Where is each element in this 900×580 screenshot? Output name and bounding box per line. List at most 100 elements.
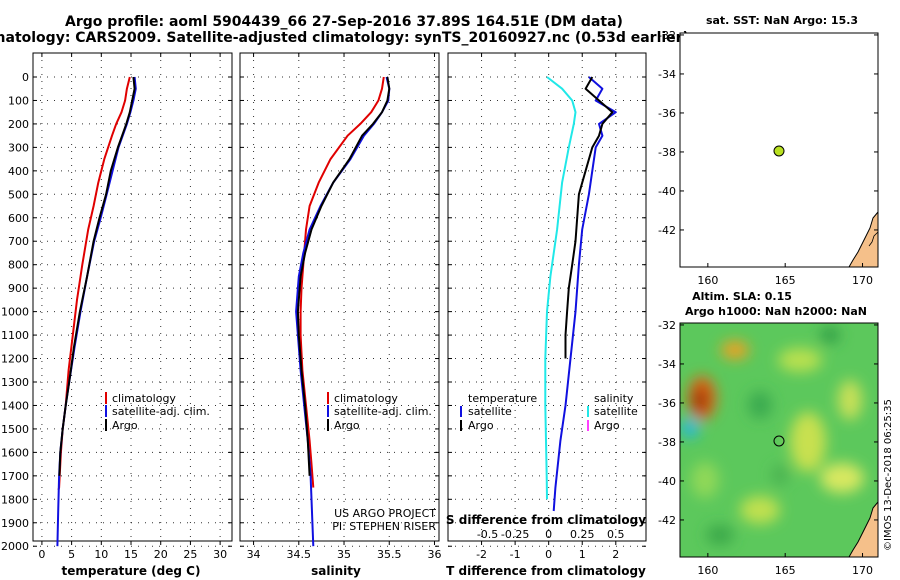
difference-legend: temperature satellite Argo salinity sate… [460,392,638,432]
depth-tick-label: 600 [8,212,29,225]
salinity-plot-frame [239,52,440,542]
depth-tick-label: 300 [8,141,29,154]
legend-t-argo-label: Argo [468,419,494,432]
salinity-difference-tick-label: -0.25 [501,528,529,541]
difference-panel: -2 -0.5 -1 -0.25 0 0 1 0.25 2 0.5 T difference fr… [446,52,647,578]
altimetry-map-title-2: Argo h1000: NaN h2000: NaN [685,305,867,318]
salinity-difference-tick-label: -0.5 [477,528,498,541]
x-tick-label: 36 [427,548,441,561]
x-tick-label: 0 [545,548,552,561]
legend-argo-label: Argo [112,419,138,432]
legend-satellite-label: satellite-adj. clim. [112,405,210,418]
lat-tick-label: -32 [658,29,676,42]
x-tick-label: 35 [337,548,351,561]
sst-map-title: sat. SST: NaN Argo: 15.3 [706,14,858,27]
temperature-panel: 0100200300400500600700800900100011001200… [1,52,233,578]
depth-tick-label: 700 [8,235,29,248]
lat-tick-label: -40 [658,185,676,198]
salinity-legend: climatology satellite-adj. clim. Argo [327,392,432,432]
lon-tick-label: 160 [697,564,718,577]
depth-tick-label: 1200 [1,353,29,366]
series-argo [58,76,136,476]
sst-map: sat. SST: NaN Argo: 15.3 -32 -34 -36 -38 -40… [658,14,879,287]
lat-tick-label: -38 [658,146,676,159]
depth-tick-label: 900 [8,282,29,295]
depth-tick-label: 400 [8,165,29,178]
salinity-panel: 34 34.5 35 35.5 36 salinity climatology sate… [239,52,441,578]
temperature-axis-label: temperature (deg C) [62,564,201,578]
legend-t-satellite-label: satellite [468,405,512,418]
legend-salinity-heading: salinity [594,392,634,405]
depth-tick-label: 1500 [1,423,29,436]
altimetry-map-title-1: Altim. SLA: 0.15 [692,290,792,303]
altimetry-map-frame [679,322,879,558]
float-position-marker [773,145,785,157]
float-position-marker-2 [773,435,785,447]
salinity-difference-tick-label: 0.5 [607,528,625,541]
lon-tick-label: 165 [775,564,796,577]
x-tick-label: 2 [612,548,619,561]
lon-tick-label: 160 [697,274,718,287]
lat-tick-label: -34 [658,358,676,371]
altimetry-map-land [848,501,878,557]
x-tick-label: 20 [154,548,168,561]
legend-temperature-heading: temperature [468,392,537,405]
altimetry-map-field [680,323,878,557]
x-tick-label: 1 [579,548,586,561]
sst-map-land [848,210,879,268]
imos-timestamp: ©IMOS 13-Dec-2018 06:25:35 [883,399,894,551]
legend-s-argo-label: Argo [594,419,620,432]
x-tick-label: 34 [247,548,261,561]
legend-climatology-label: climatology [334,392,398,405]
depth-tick-label: 100 [8,94,29,107]
figure-title-line1: Argo profile: aoml 5904439_66 27-Sep-201… [65,14,623,30]
sst-map-coastline-detail [868,231,879,247]
depth-tick-label: 1100 [1,329,29,342]
lat-tick-label: -42 [658,514,676,527]
x-tick-label: 5 [68,548,75,561]
depth-tick-label: 1700 [1,470,29,483]
temperature-plot-frame [32,52,233,542]
legend-satellite-label: satellite-adj. clim. [334,405,432,418]
series-argo [296,76,391,476]
x-tick-label: 15 [124,548,138,561]
lat-tick-label: -36 [658,397,676,410]
depth-tick-label: 1600 [1,446,29,459]
lon-tick-label: 165 [775,274,796,287]
depth-tick-label: 1300 [1,376,29,389]
x-tick-label: 10 [94,548,108,561]
x-tick-label: -1 [510,548,521,561]
altimetry-map: Altim. SLA: 0.15 Argo h1000: NaN h2000: … [658,290,879,577]
temperature-legend: climatology satellite-adj. clim. Argo [105,392,210,432]
lon-tick-label: 170 [852,564,873,577]
depth-tick-label: 200 [8,118,29,131]
lon-tick-label: 170 [852,274,873,287]
depth-tick-label: 0 [22,71,29,84]
legend-climatology-label: climatology [112,392,176,405]
project-label: US ARGO PROJECT [334,507,436,520]
s-difference-label: S difference from climatology [446,513,646,527]
depth-tick-label: 1800 [1,493,29,506]
pi-label: PI: STEPHEN RISER [332,520,436,533]
salinity-difference-tick-label: 0 [545,528,552,541]
lat-tick-label: -42 [658,224,676,237]
series-salinity-satellite [544,76,577,500]
depth-tick-label: 500 [8,188,29,201]
x-tick-label: 0 [38,548,45,561]
series-temperature-argo [564,76,614,359]
x-tick-label: 30 [213,548,227,561]
lat-tick-label: -38 [658,436,676,449]
x-tick-label: 35.5 [377,548,402,561]
lat-tick-label: -40 [658,475,676,488]
lat-tick-label: -34 [658,68,676,81]
figure-title-line2: Climatology: CARS2009. Satellite-adjuste… [0,30,689,46]
x-tick-label: -2 [476,548,487,561]
salinity-axis-label: salinity [311,564,361,578]
lat-tick-label: -36 [658,107,676,120]
depth-tick-label: 1900 [1,517,29,530]
legend-argo-label: Argo [334,419,360,432]
depth-tick-label: 2000 [1,540,29,553]
x-tick-label: 34.5 [287,548,312,561]
depth-tick-label: 800 [8,259,29,272]
